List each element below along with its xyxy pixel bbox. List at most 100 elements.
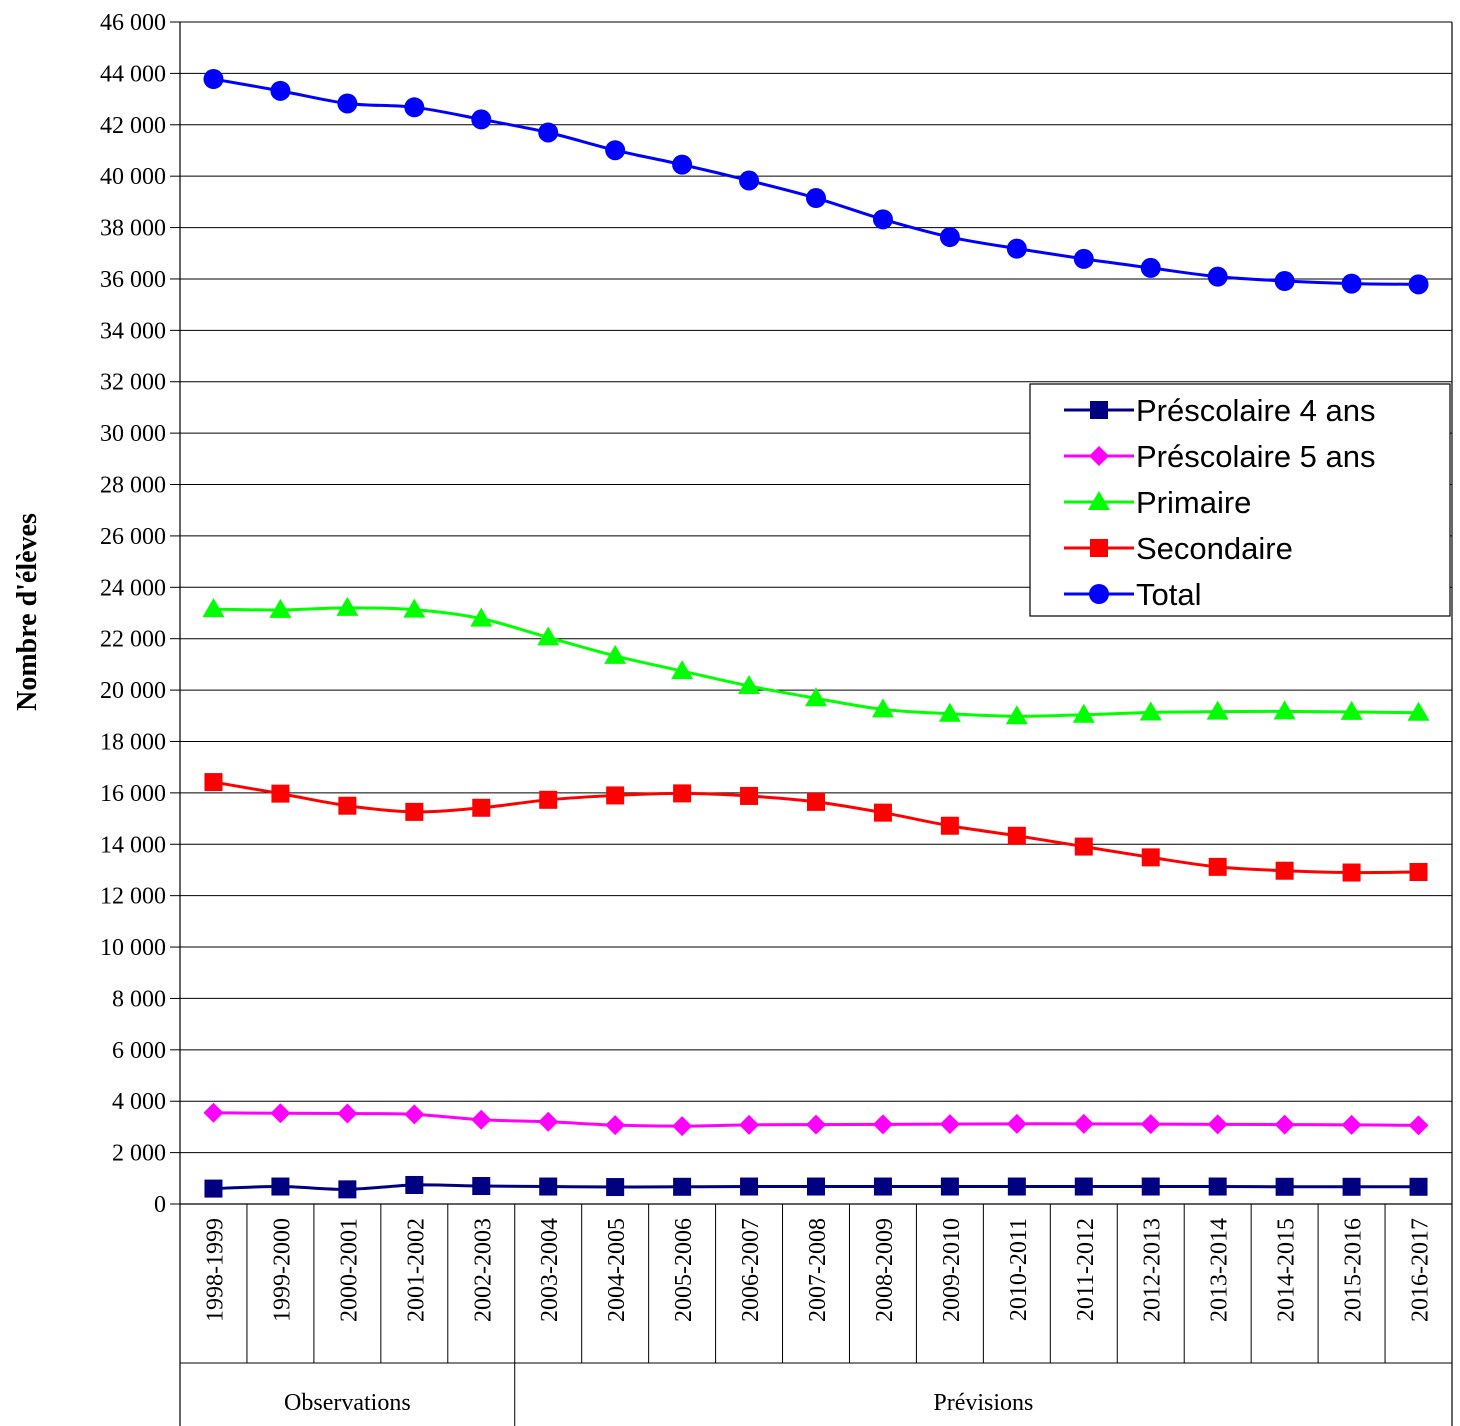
legend-item: Total	[1064, 577, 1201, 612]
legend-label: Primaire	[1136, 485, 1251, 520]
y-tick-label: 6 000	[112, 1038, 166, 1064]
series-primaire	[202, 596, 1430, 725]
x-tick-label: 2015-2016	[1341, 1218, 1367, 1322]
data-point	[537, 626, 560, 646]
data-point	[739, 170, 760, 191]
y-tick-label: 0	[154, 1192, 166, 1218]
data-point	[1206, 700, 1229, 720]
legend-marker	[1089, 446, 1109, 466]
data-point	[403, 598, 426, 618]
data-point	[605, 1115, 626, 1136]
data-point	[204, 1179, 223, 1198]
data-point	[1341, 1114, 1362, 1135]
data-point	[269, 598, 292, 618]
series-pr-scolaire-5-ans	[203, 1102, 1429, 1137]
y-tick-label: 4 000	[112, 1089, 166, 1115]
data-point	[338, 1180, 357, 1199]
y-tick-label: 38 000	[100, 216, 166, 242]
data-point	[336, 596, 359, 616]
series-line	[213, 77, 1419, 286]
data-point	[1007, 826, 1026, 845]
data-point	[1141, 1177, 1160, 1196]
x-tick-label: 2006-2007	[738, 1218, 764, 1322]
data-point	[1072, 703, 1095, 723]
data-point	[204, 773, 223, 792]
legend-label: Total	[1136, 577, 1201, 612]
data-point	[338, 796, 357, 815]
data-point	[1409, 1177, 1428, 1196]
data-point	[606, 786, 625, 805]
group-label: Prévisions	[933, 1390, 1033, 1416]
data-point	[1275, 1177, 1294, 1196]
x-tick-label: 2008-2009	[872, 1218, 898, 1322]
legend-item: Primaire	[1064, 485, 1251, 520]
data-point	[807, 792, 825, 811]
data-point	[1074, 837, 1093, 856]
data-point	[472, 1177, 491, 1196]
y-tick-label: 12 000	[100, 884, 166, 910]
data-point	[271, 1177, 290, 1196]
data-point	[471, 109, 492, 130]
legend-marker	[1090, 401, 1108, 419]
y-tick-label: 24 000	[100, 575, 166, 601]
data-point	[738, 674, 761, 694]
series	[202, 69, 1430, 1199]
data-point	[672, 154, 693, 175]
data-point	[270, 1103, 291, 1124]
x-tick-label: 2003-2004	[537, 1218, 563, 1322]
data-point	[337, 93, 358, 114]
y-tick-label: 44 000	[100, 61, 166, 87]
data-point	[337, 1103, 358, 1124]
x-tick-label: 2002-2003	[470, 1218, 496, 1322]
data-point	[673, 784, 692, 803]
y-tick-label: 36 000	[100, 267, 166, 293]
data-point	[1408, 274, 1429, 295]
y-tick-label: 14 000	[100, 832, 166, 858]
data-point	[873, 1177, 892, 1196]
data-point	[404, 97, 425, 118]
y-tick-label: 46 000	[100, 10, 166, 36]
series-total	[203, 69, 1429, 295]
data-point	[471, 1109, 492, 1130]
data-point	[672, 1116, 693, 1137]
x-tick-label: 2005-2006	[671, 1218, 697, 1322]
data-point	[472, 798, 491, 817]
data-point	[1007, 1177, 1026, 1196]
x-tick-label: 2004-2005	[604, 1218, 630, 1322]
y-tick-label: 42 000	[100, 113, 166, 139]
data-point	[671, 660, 694, 680]
data-point	[604, 644, 627, 664]
data-point	[470, 607, 493, 627]
legend-item: Préscolaire 5 ans	[1064, 439, 1376, 474]
y-tick-label: 28 000	[100, 473, 166, 499]
data-point	[1141, 848, 1160, 867]
data-point	[939, 227, 960, 248]
legend-label: Préscolaire 5 ans	[1136, 439, 1376, 474]
data-point	[1408, 1115, 1429, 1136]
series-pr-scolaire-4-ans	[204, 1175, 1428, 1199]
data-point	[538, 1111, 559, 1132]
x-tick-label: 2014-2015	[1274, 1218, 1300, 1322]
data-point	[202, 598, 225, 618]
data-point	[1208, 857, 1227, 876]
data-point	[1274, 1114, 1295, 1135]
legend-marker	[1090, 539, 1108, 557]
data-point	[673, 1177, 692, 1196]
data-point	[1340, 700, 1363, 720]
data-point	[871, 698, 894, 718]
data-point	[938, 702, 961, 722]
category-groups: Observations Prévisions	[284, 1390, 1033, 1416]
data-point	[1073, 1113, 1094, 1134]
data-point	[605, 140, 626, 161]
x-tick-label: 2011-2012	[1073, 1218, 1099, 1321]
legend-item: Préscolaire 4 ans	[1064, 393, 1376, 428]
data-point	[1006, 1113, 1027, 1134]
data-point	[1005, 705, 1028, 725]
data-point	[1275, 861, 1294, 880]
data-point	[203, 69, 224, 90]
y-tick-label: 40 000	[100, 164, 166, 190]
data-point	[539, 790, 558, 809]
data-point	[538, 122, 559, 143]
data-point	[1342, 1177, 1361, 1196]
